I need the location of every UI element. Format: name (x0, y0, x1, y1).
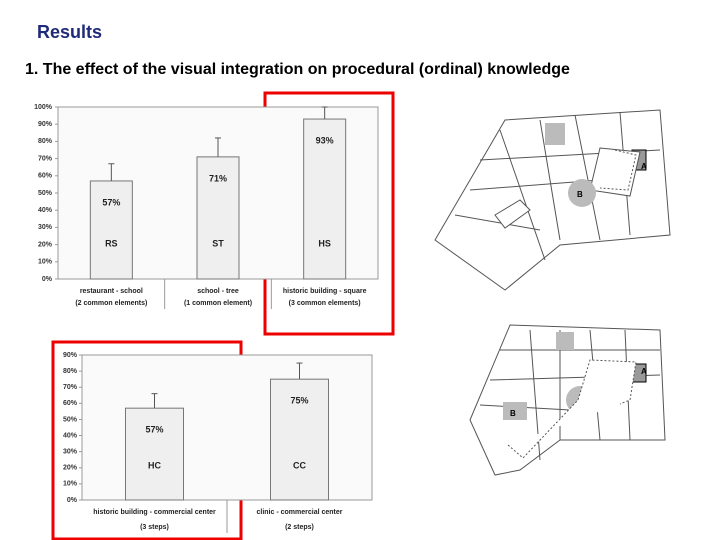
bar-label: RS (105, 238, 118, 248)
bar-label: ST (212, 238, 224, 248)
y-tick-label: 10% (38, 259, 53, 266)
x-tick-label: school - tree (197, 288, 239, 295)
bar (125, 407, 184, 501)
bar (303, 118, 347, 280)
bar-label: HS (318, 238, 331, 248)
y-tick-label: 50% (63, 416, 78, 423)
bar (89, 180, 133, 280)
x-tick-note: (3 steps) (140, 524, 169, 531)
y-tick-label: 90% (38, 121, 53, 128)
x-tick-note: (2 steps) (285, 524, 314, 531)
value-label: 75% (290, 396, 308, 406)
y-tick-label: 70% (38, 155, 53, 162)
y-tick-label: 60% (63, 400, 78, 407)
map-label: B (577, 190, 583, 199)
y-tick-label: 10% (63, 481, 78, 488)
x-tick-label: historic building - square (283, 288, 367, 295)
value-label: 57% (102, 197, 120, 207)
x-tick-label: restaurant - school (80, 288, 143, 295)
y-tick-label: 0% (42, 276, 53, 283)
y-tick-label: 40% (38, 207, 53, 214)
y-tick-label: 20% (63, 465, 78, 472)
y-tick-label: 60% (38, 173, 53, 180)
y-tick-label: 80% (38, 138, 53, 145)
map-label: A (641, 367, 647, 376)
x-tick-note: (3 common elements) (289, 300, 361, 307)
y-tick-label: 90% (63, 352, 78, 359)
y-tick-label: 40% (63, 432, 78, 439)
slide-subtitle: 1. The effect of the visual integration … (25, 61, 570, 78)
y-tick-label: 0% (67, 497, 78, 504)
slide-title: Results (37, 22, 102, 42)
y-tick-label: 80% (63, 368, 78, 375)
value-label: 93% (316, 135, 334, 145)
x-tick-note: (2 common elements) (75, 300, 147, 307)
x-tick-label: clinic - commercial center (257, 509, 343, 516)
map-label: B (510, 409, 516, 418)
x-tick-note: (1 common element) (184, 300, 252, 307)
y-tick-label: 20% (38, 241, 53, 248)
bar (270, 378, 329, 501)
bar-label: HC (148, 460, 161, 470)
y-tick-label: 30% (38, 224, 53, 231)
y-tick-label: 100% (34, 104, 53, 111)
value-label: 71% (209, 173, 227, 183)
map-bottom: A B (469, 324, 666, 476)
y-tick-label: 50% (38, 190, 53, 197)
map-label: A (641, 162, 647, 171)
x-tick-label: historic building - commercial center (93, 509, 216, 516)
map-top: A B (434, 109, 671, 291)
y-tick-label: 30% (63, 449, 78, 456)
bar-label: CC (293, 460, 306, 470)
y-tick-label: 70% (63, 384, 78, 391)
bar (196, 156, 240, 280)
value-label: 57% (145, 425, 163, 435)
